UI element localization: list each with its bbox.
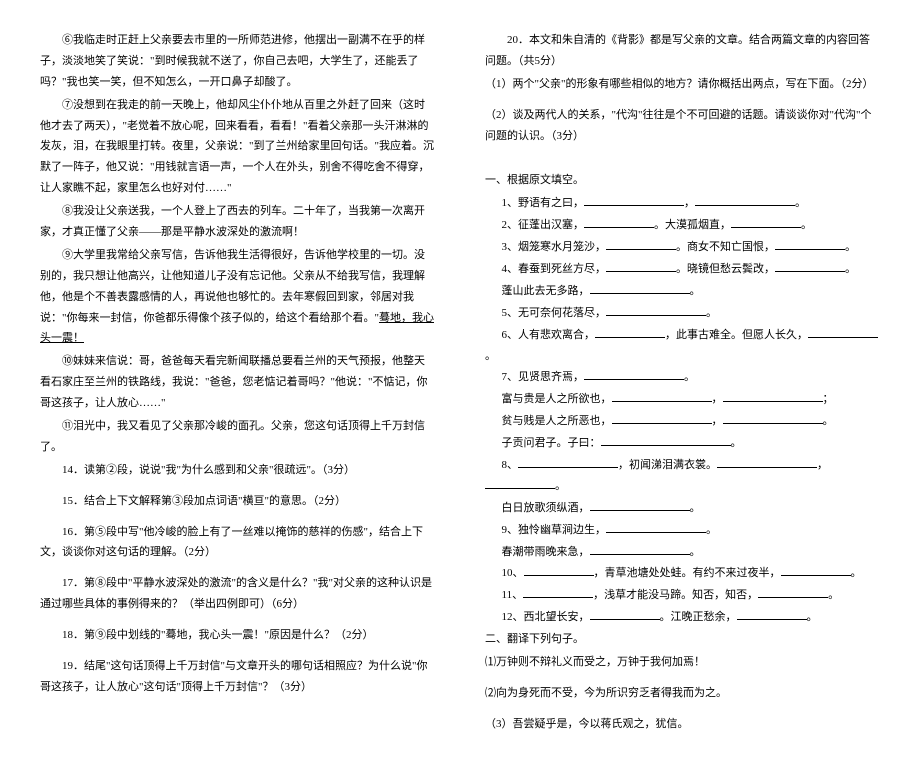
- para-10: ⑩妹妹来信说：哥，爸爸每天看完新闻联播总要看兰州的天气预报，他整天看石家庄至兰州…: [40, 351, 435, 414]
- fill-4: 4、春蚕到死丝方尽，。晓镜但愁云鬓改，。: [485, 259, 880, 280]
- fill-3: 3、烟笼寒水月笼沙，。商女不知亡国恨，。: [485, 237, 880, 258]
- fill-9b: 春潮带雨晚来急，。: [485, 542, 880, 563]
- fill-7: 7、见贤思齐焉，。: [485, 367, 880, 388]
- question-14: 14．读第②段，说说"我"为什么感到和父亲"很疏远"。（3分）: [40, 460, 435, 481]
- para-9: ⑨大学里我常给父亲写信，告诉他我生活得很好，告诉他学校里的一切。没别的，我只想让…: [40, 245, 435, 349]
- fill-8: 8、，初闻涕泪满衣裳。，。: [485, 455, 880, 497]
- translate-1: ⑴万钟则不辩礼义而受之，万钟于我何加焉！: [485, 652, 880, 673]
- question-20-1: （1）两个"父亲"的形象有哪些相似的地方？请你概括出两点，写在下面。（2分）: [485, 74, 880, 95]
- fill-2: 2、征蓬出汉塞，。大漠孤烟直，。: [485, 215, 880, 236]
- fill-7b: 贫与贱是人之所恶也，，。: [485, 411, 880, 432]
- fill-1: 1、野语有之曰，，。: [485, 193, 880, 214]
- fill-7c: 子贡问君子。子曰：。: [485, 433, 880, 454]
- fill-5: 5、无可奈何花落尽，。: [485, 303, 880, 324]
- para-7: ⑦没想到在我走的前一天晚上，他却风尘仆仆地从百里之外赶了回来（这时他才去了两天）…: [40, 95, 435, 199]
- translate-2: ⑵向为身死而不受，今为所识穷乏者得我而为之。: [485, 683, 880, 704]
- translate-title: 二、翻译下列句子。: [485, 629, 880, 650]
- fill-4b: 蓬山此去无多路，。: [485, 281, 880, 302]
- question-19: 19．结尾"这句话顶得上千万封信"与文章开头的哪句话相照应？为什么说"你哥这孩子…: [40, 656, 435, 698]
- left-column: ⑥我临走时正赶上父亲要去市里的一所师范进修，他摆出一副满不在乎的样子，淡淡地笑了…: [40, 30, 435, 737]
- translate-3: （3）吾尝疑乎是，今以蒋氏观之，犹信。: [485, 714, 880, 735]
- fill-6: 6、人有悲欢离合，，此事古难全。但愿人长久，。: [485, 325, 880, 367]
- fill-9: 9、独怜幽草涧边生，。: [485, 520, 880, 541]
- question-16: 16．第⑤段中写"他冷峻的脸上有了一丝难以掩饰的慈祥的伤感"，结合上下文，谈谈你…: [40, 522, 435, 564]
- question-15: 15．结合上下文解释第③段加点词语"横亘"的意思。（2分）: [40, 491, 435, 512]
- para-8: ⑧我没让父亲送我，一个人登上了西去的列车。二十年了，当我第一次离开家，才真正懂了…: [40, 201, 435, 243]
- question-18: 18．第⑨段中划线的"蓦地，我心头一震！"原因是什么？（2分）: [40, 625, 435, 646]
- para-6: ⑥我临走时正赶上父亲要去市里的一所师范进修，他摆出一副满不在乎的样子，淡淡地笑了…: [40, 30, 435, 93]
- fill-12: 12、西北望长安，。江晚正愁余，。: [485, 607, 880, 628]
- fill-8c: 白日放歌须纵酒，。: [485, 498, 880, 519]
- question-20: 20．本文和朱自清的《背影》都是写父亲的文章。结合两篇文章的内容回答问题。（共5…: [485, 30, 880, 72]
- question-20-2: （2）谈及两代人的关系，"代沟"往往是个不可回避的话题。请谈谈你对"代沟"个问题…: [485, 105, 880, 147]
- question-17: 17．第⑧段中"平静水波深处的激流"的含义是什么？"我"对父亲的这种认识是通过哪…: [40, 573, 435, 615]
- para-11: ⑪泪光中，我又看见了父亲那冷峻的面孔。父亲，您这句话顶得上千万封信了。: [40, 416, 435, 458]
- fill-11: 11、，浅草才能没马蹄。知否，知否，。: [485, 585, 880, 606]
- fill-7a: 富与贵是人之所欲也，，；: [485, 389, 880, 410]
- section-title: 一、根据原文填空。: [485, 170, 880, 191]
- fill-10: 10、，青草池塘处处蛙。有约不来过夜半，。: [485, 563, 880, 584]
- right-column: 20．本文和朱自清的《背影》都是写父亲的文章。结合两篇文章的内容回答问题。（共5…: [485, 30, 880, 737]
